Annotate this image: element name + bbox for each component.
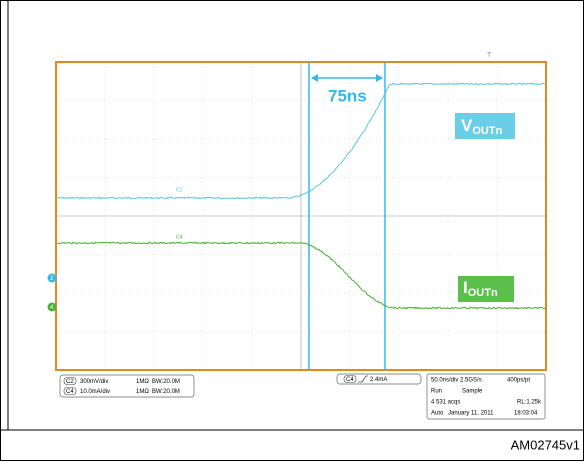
channel-chip xyxy=(63,387,77,395)
trigger-slope xyxy=(358,375,368,383)
channel-box xyxy=(59,374,195,398)
trigger-level: 2.4mA xyxy=(370,377,387,383)
state: Run xyxy=(431,389,442,395)
level-marker xyxy=(47,273,57,283)
count: 4 531 acqs xyxy=(431,400,460,406)
date: January 11, 2011 xyxy=(448,411,494,417)
current-trace xyxy=(56,241,546,310)
timebase: 50.0ns/div 2.5GS/s xyxy=(431,378,482,384)
channel-bandwidth: BW:20.0M xyxy=(152,389,180,395)
figure-id: AM02745v1 xyxy=(511,437,580,452)
channel-bandwidth: BW:20.0M xyxy=(152,379,180,385)
channel-scale: 10.0mA/div xyxy=(80,389,110,395)
level-marker-label: 2 xyxy=(50,276,54,282)
voltage-trace xyxy=(56,82,546,200)
channel-id: C2 xyxy=(66,379,74,385)
scope-area xyxy=(38,42,558,426)
trigger-box xyxy=(336,373,422,385)
resolution: 400ps/pt xyxy=(507,378,530,384)
trigger-source: C4 xyxy=(346,377,354,383)
channel-id: C4 xyxy=(66,389,74,395)
time: 18:03:04 xyxy=(514,411,538,417)
cursor-delta: 75ns xyxy=(328,86,367,105)
level-marker-label: 4 xyxy=(50,305,54,311)
trace-label: VOUTn xyxy=(461,116,503,136)
channel-scale: 300mV/div xyxy=(80,379,108,385)
channel-impedance: 1MΩ xyxy=(136,389,149,395)
trace-tag: C4 xyxy=(176,234,183,240)
record: RL:1.25k xyxy=(517,400,542,406)
label-bg xyxy=(455,113,515,139)
trigger-mode: Auto xyxy=(431,411,444,417)
level-marker xyxy=(47,302,57,312)
trace-tag: C2 xyxy=(176,187,183,193)
channel-chip xyxy=(343,375,357,383)
trigger-label: T xyxy=(487,52,492,59)
channel-impedance: 1MΩ xyxy=(136,379,149,385)
trace-label: IOUTn xyxy=(463,278,498,298)
label-bg xyxy=(458,276,514,302)
screen-border xyxy=(55,61,547,371)
channel-chip xyxy=(63,377,77,385)
mode: Sample xyxy=(462,389,483,395)
acq-box xyxy=(426,373,546,420)
